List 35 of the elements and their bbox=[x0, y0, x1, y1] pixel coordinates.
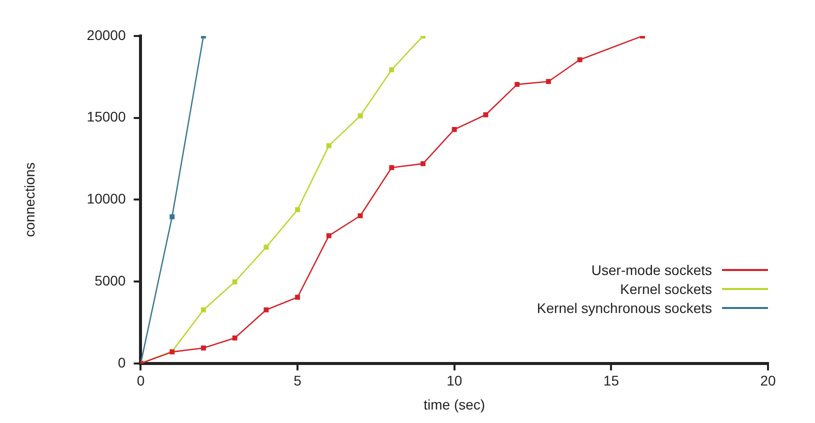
y-axis-title: connections bbox=[21, 162, 38, 238]
x-tick-label: 20 bbox=[760, 372, 776, 389]
y-tick-label: 20000 bbox=[86, 26, 126, 43]
point bbox=[170, 214, 175, 220]
point bbox=[546, 79, 551, 84]
point bbox=[389, 67, 394, 72]
point bbox=[264, 307, 269, 312]
y-tick-label: 0 bbox=[118, 354, 126, 370]
legend-label: Kernel synchronous sockets bbox=[536, 300, 712, 316]
point bbox=[200, 346, 206, 350]
point bbox=[232, 336, 238, 340]
point bbox=[295, 294, 300, 300]
point bbox=[358, 113, 363, 118]
x-tick-label: 10 bbox=[446, 372, 462, 389]
y-tick-label: 5000 bbox=[94, 272, 126, 288]
point bbox=[358, 213, 363, 218]
x-tick-label: 15 bbox=[603, 372, 620, 389]
point bbox=[232, 279, 238, 284]
point bbox=[420, 161, 426, 166]
y-tick-label: 15000 bbox=[86, 108, 126, 125]
point bbox=[577, 57, 582, 62]
point bbox=[514, 82, 520, 87]
point bbox=[295, 207, 300, 212]
x-tick-label: 5 bbox=[294, 372, 302, 389]
point bbox=[326, 143, 332, 148]
legend-label: User-mode sockets bbox=[591, 262, 712, 278]
point bbox=[264, 244, 269, 250]
legend-label: Kernel sockets bbox=[620, 280, 712, 296]
point bbox=[452, 127, 457, 132]
x-axis-title: time (sec) bbox=[424, 396, 486, 412]
x-tick-label: 0 bbox=[136, 372, 145, 389]
point bbox=[326, 233, 332, 238]
y-tick-label: 10000 bbox=[86, 190, 126, 207]
point bbox=[200, 307, 206, 312]
point bbox=[389, 165, 394, 170]
